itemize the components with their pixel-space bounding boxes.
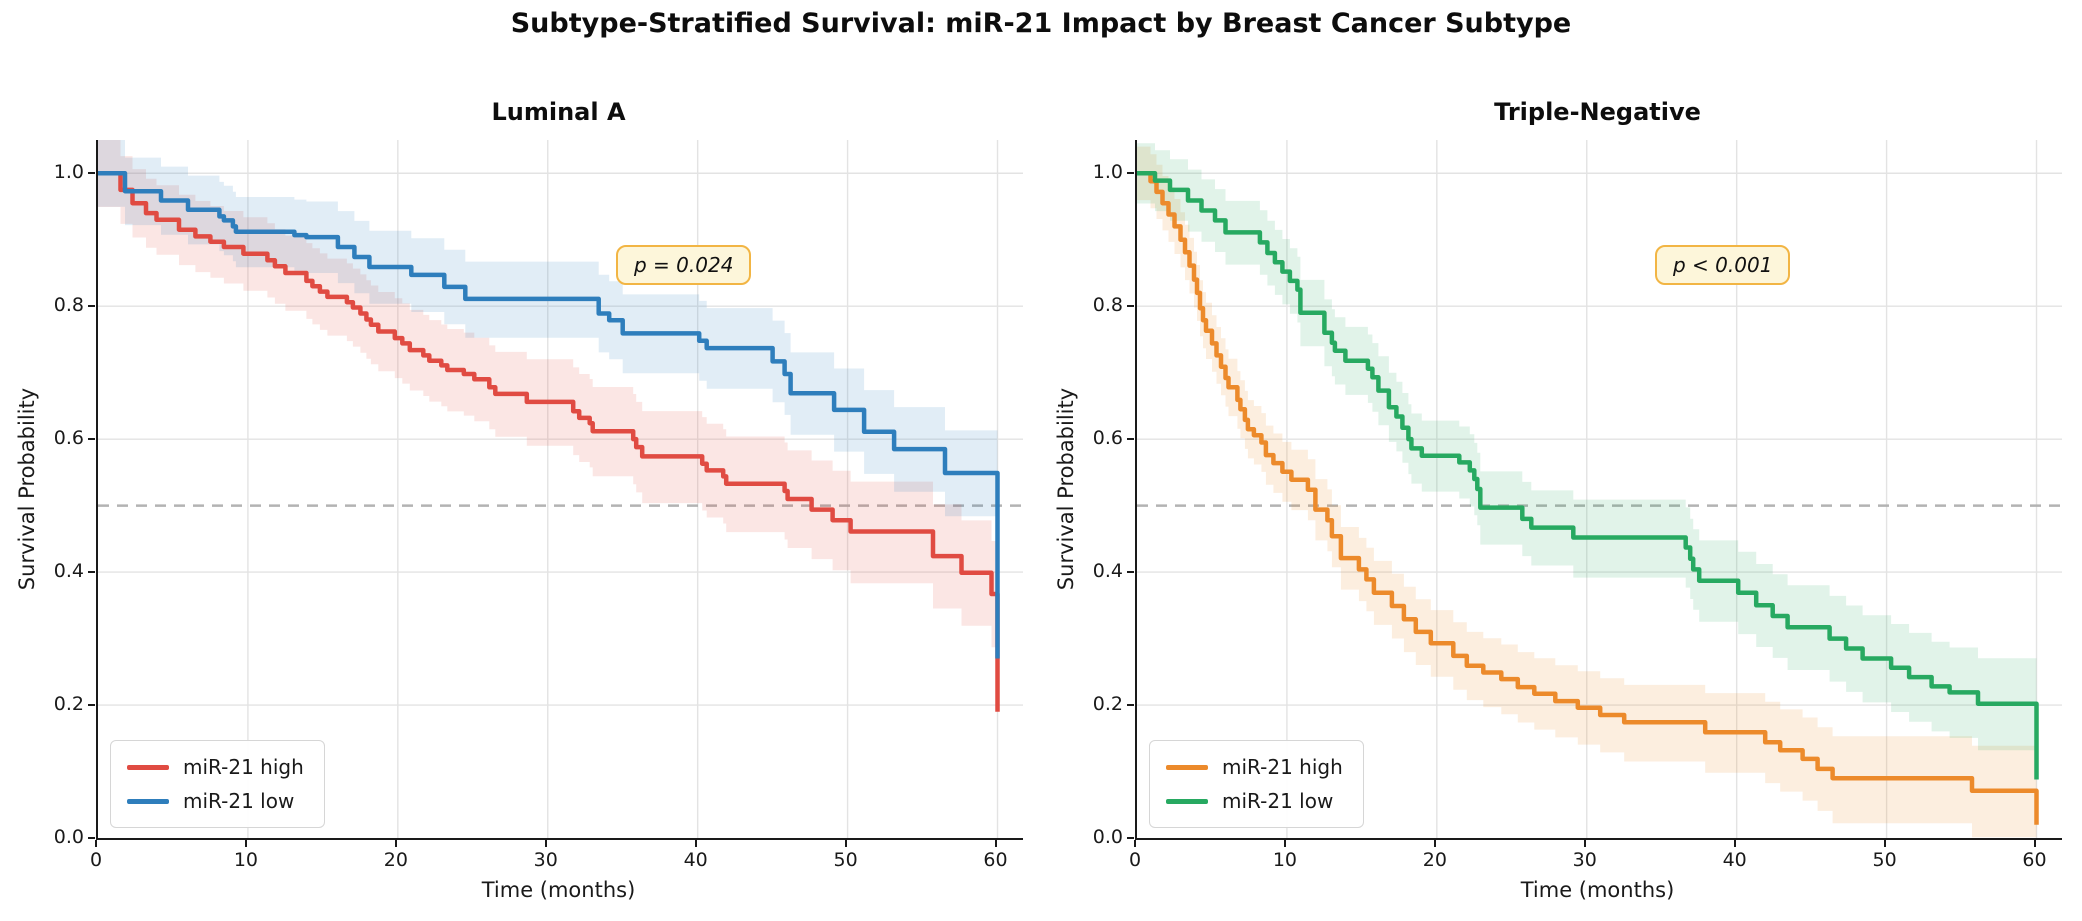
y-tick-mark xyxy=(1127,305,1134,308)
legend: miR-21 high miR-21 low xyxy=(1149,740,1364,828)
p-value-box: p < 0.001 xyxy=(1655,245,1791,285)
x-tick-mark xyxy=(394,840,397,847)
legend-label: miR-21 low xyxy=(1222,789,1334,813)
x-tick-label: 60 xyxy=(983,849,1008,871)
y-tick-mark xyxy=(1127,837,1134,839)
figure-title: Subtype-Stratified Survival: miR-21 Impa… xyxy=(510,8,1572,39)
survival-plot-triple-negative xyxy=(1137,140,2062,838)
x-tick-mark xyxy=(2033,840,2036,847)
survival-plot-luminal-a xyxy=(98,140,1023,838)
x-tick-mark xyxy=(994,840,997,847)
x-tick-mark xyxy=(1283,840,1286,847)
x-axis-label: Time (months) xyxy=(1520,878,1675,902)
x-tick-label: 20 xyxy=(383,849,408,871)
x-tick-label: 10 xyxy=(233,849,258,871)
x-tick-label: 0 xyxy=(1128,849,1142,871)
legend: miR-21 high miR-21 low xyxy=(110,740,325,828)
panel-title-luminal-a: Luminal A xyxy=(491,98,626,126)
confidence-band xyxy=(98,140,998,517)
x-tick-label: 30 xyxy=(533,849,558,871)
y-tick-mark xyxy=(1127,571,1134,574)
x-axis-label: Time (months) xyxy=(481,878,636,902)
survival-curve xyxy=(1137,170,2039,825)
y-tick-label: 1.0 xyxy=(53,161,84,184)
legend-swatch-green xyxy=(1166,798,1208,804)
x-tick-mark xyxy=(1433,840,1436,847)
y-axis-label: Survival Probability xyxy=(1054,387,1078,591)
x-tick-mark xyxy=(544,840,547,847)
confidence-band xyxy=(1137,143,2037,751)
legend-swatch-red xyxy=(127,764,169,770)
y-tick-mark xyxy=(1127,438,1134,441)
legend-label: miR-21 high xyxy=(183,755,304,779)
legend-item-mir21-low: miR-21 low xyxy=(127,789,304,813)
x-tick-mark xyxy=(1883,840,1886,847)
y-tick-mark xyxy=(1127,172,1134,175)
x-tick-label: 50 xyxy=(1872,849,1897,871)
y-tick-label: 0.0 xyxy=(53,826,84,848)
confidence-band xyxy=(98,140,998,648)
survival-curve xyxy=(98,170,1000,712)
y-tick-label: 0.0 xyxy=(1092,826,1123,848)
x-tick-mark xyxy=(95,840,97,847)
legend-label: miR-21 high xyxy=(1222,755,1343,779)
legend-swatch-blue xyxy=(127,798,169,804)
x-tick-label: 0 xyxy=(89,849,103,871)
plot-area-triple-negative: p < 0.001 miR-21 high miR-21 low xyxy=(1135,140,2062,840)
y-tick-label: 0.2 xyxy=(53,693,84,716)
x-tick-label: 50 xyxy=(833,849,858,871)
plot-area-luminal-a: p = 0.024 miR-21 high miR-21 low xyxy=(96,140,1023,840)
y-tick-label: 0.4 xyxy=(1092,560,1123,583)
y-tick-mark xyxy=(88,172,95,175)
legend-item-mir21-low: miR-21 low xyxy=(1166,789,1343,813)
x-tick-mark xyxy=(844,840,847,847)
y-tick-label: 1.0 xyxy=(1092,161,1123,184)
x-tick-mark xyxy=(1733,840,1736,847)
x-tick-label: 40 xyxy=(683,849,708,871)
y-tick-mark xyxy=(88,704,95,707)
x-tick-mark xyxy=(244,840,247,847)
legend-item-mir21-high: miR-21 high xyxy=(1166,755,1343,779)
survival-curve xyxy=(1137,170,2039,780)
y-tick-mark xyxy=(88,438,95,441)
legend-label: miR-21 low xyxy=(183,789,295,813)
y-tick-mark xyxy=(88,571,95,574)
y-tick-label: 0.8 xyxy=(1092,294,1123,317)
y-axis-label: Survival Probability xyxy=(15,387,39,591)
y-tick-mark xyxy=(88,305,95,308)
x-tick-label: 40 xyxy=(1722,849,1747,871)
x-tick-mark xyxy=(694,840,697,847)
x-tick-label: 60 xyxy=(2022,849,2047,871)
y-tick-label: 0.6 xyxy=(53,427,84,450)
x-tick-label: 20 xyxy=(1422,849,1447,871)
x-tick-mark xyxy=(1583,840,1586,847)
y-tick-mark xyxy=(1127,704,1134,707)
y-tick-mark xyxy=(88,837,95,839)
y-tick-label: 0.2 xyxy=(1092,693,1123,716)
x-tick-label: 10 xyxy=(1272,849,1297,871)
survival-curve xyxy=(98,170,1000,659)
x-tick-label: 30 xyxy=(1572,849,1597,871)
legend-item-mir21-high: miR-21 high xyxy=(127,755,304,779)
y-tick-label: 0.6 xyxy=(1092,427,1123,450)
y-tick-label: 0.4 xyxy=(53,560,84,583)
legend-swatch-orange xyxy=(1166,764,1208,770)
y-tick-label: 0.8 xyxy=(53,294,84,317)
p-value-box: p = 0.024 xyxy=(616,245,752,285)
x-tick-mark xyxy=(1134,840,1136,847)
panel-title-triple-negative: Triple-Negative xyxy=(1494,98,1701,126)
